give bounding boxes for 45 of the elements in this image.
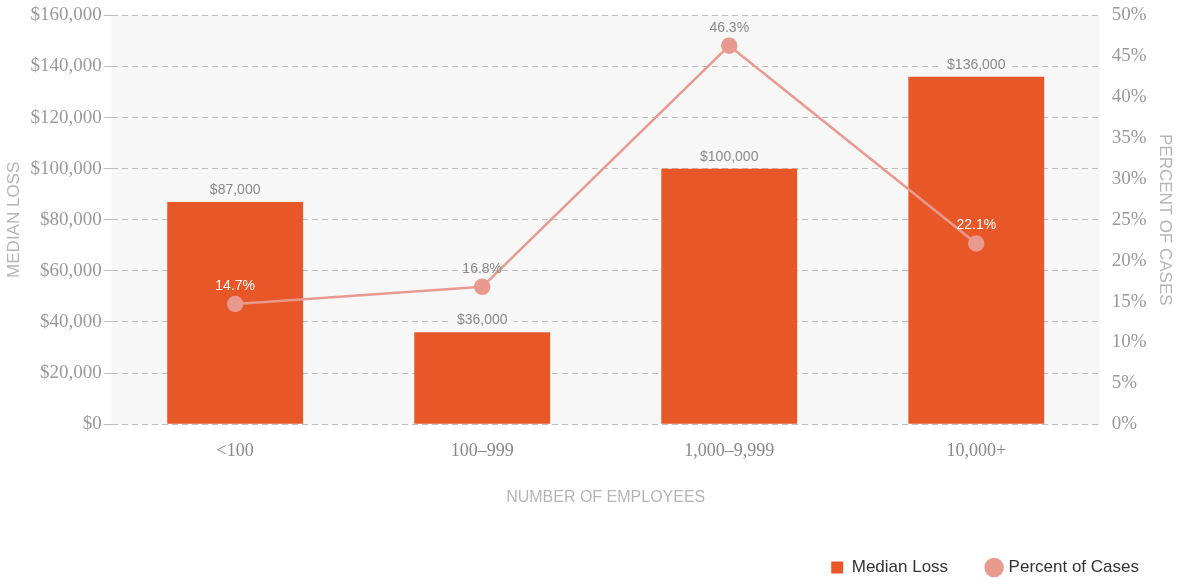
y-tick-label: $120,000 [30, 105, 102, 127]
data-label: 16.8% [462, 259, 503, 276]
y2-tick-label: 10% [1111, 330, 1147, 352]
y2-tick-label: 5% [1111, 371, 1138, 393]
bar [908, 76, 1045, 424]
y2-tick-label: 40% [1111, 85, 1147, 107]
y2-tick-label: 15% [1111, 289, 1147, 311]
data-label: $136,000 [947, 55, 1006, 72]
point [226, 295, 244, 313]
point [720, 37, 738, 54]
y-tick-label: $80,000 [39, 207, 102, 229]
y2-tick-label: 25% [1111, 207, 1147, 229]
legend-label: Median Loss [851, 557, 949, 577]
x-tick-label: 10,000+ [946, 439, 1007, 460]
y2-axis-title: PERCENT OF CASES [1156, 133, 1176, 306]
y-tick-label: $0 [82, 412, 102, 434]
y2-tick-label: 45% [1111, 44, 1147, 66]
y-tick-label: $160,000 [30, 3, 102, 25]
data-label: $36,000 [456, 311, 508, 328]
point [473, 278, 491, 296]
y-tick-label: $60,000 [39, 258, 102, 280]
data-label: $87,000 [209, 180, 261, 197]
y2-tick-label: 20% [1111, 248, 1147, 270]
y2-tick-label: 35% [1111, 126, 1147, 148]
x-axis-title: NUMBER OF EMPLOYEES [506, 487, 706, 505]
data-label: $100,000 [700, 147, 759, 164]
x-tick-label: <100 [216, 439, 254, 460]
bar [414, 332, 551, 424]
legend-label: Percent of Cases [1008, 557, 1140, 577]
y-tick-label: $40,000 [39, 309, 102, 331]
y2-tick-label: 0% [1111, 412, 1138, 434]
y-tick-label: $20,000 [39, 361, 102, 383]
bar [661, 168, 798, 424]
x-tick-label: 1,000–9,999 [684, 439, 775, 460]
data-label: 22.1% [956, 216, 997, 233]
y2-tick-label: 50% [1111, 3, 1147, 25]
y2-tick-label: 30% [1111, 166, 1147, 188]
y-axis-title: MEDIAN LOSS [3, 161, 23, 278]
bar [167, 201, 304, 424]
data-label: 14.7% [215, 276, 256, 293]
point [968, 235, 985, 252]
y-tick-label: $140,000 [30, 54, 102, 76]
data-label: 46.3% [709, 18, 750, 35]
x-tick-label: 100–999 [450, 439, 514, 460]
y-tick-label: $100,000 [30, 156, 102, 178]
